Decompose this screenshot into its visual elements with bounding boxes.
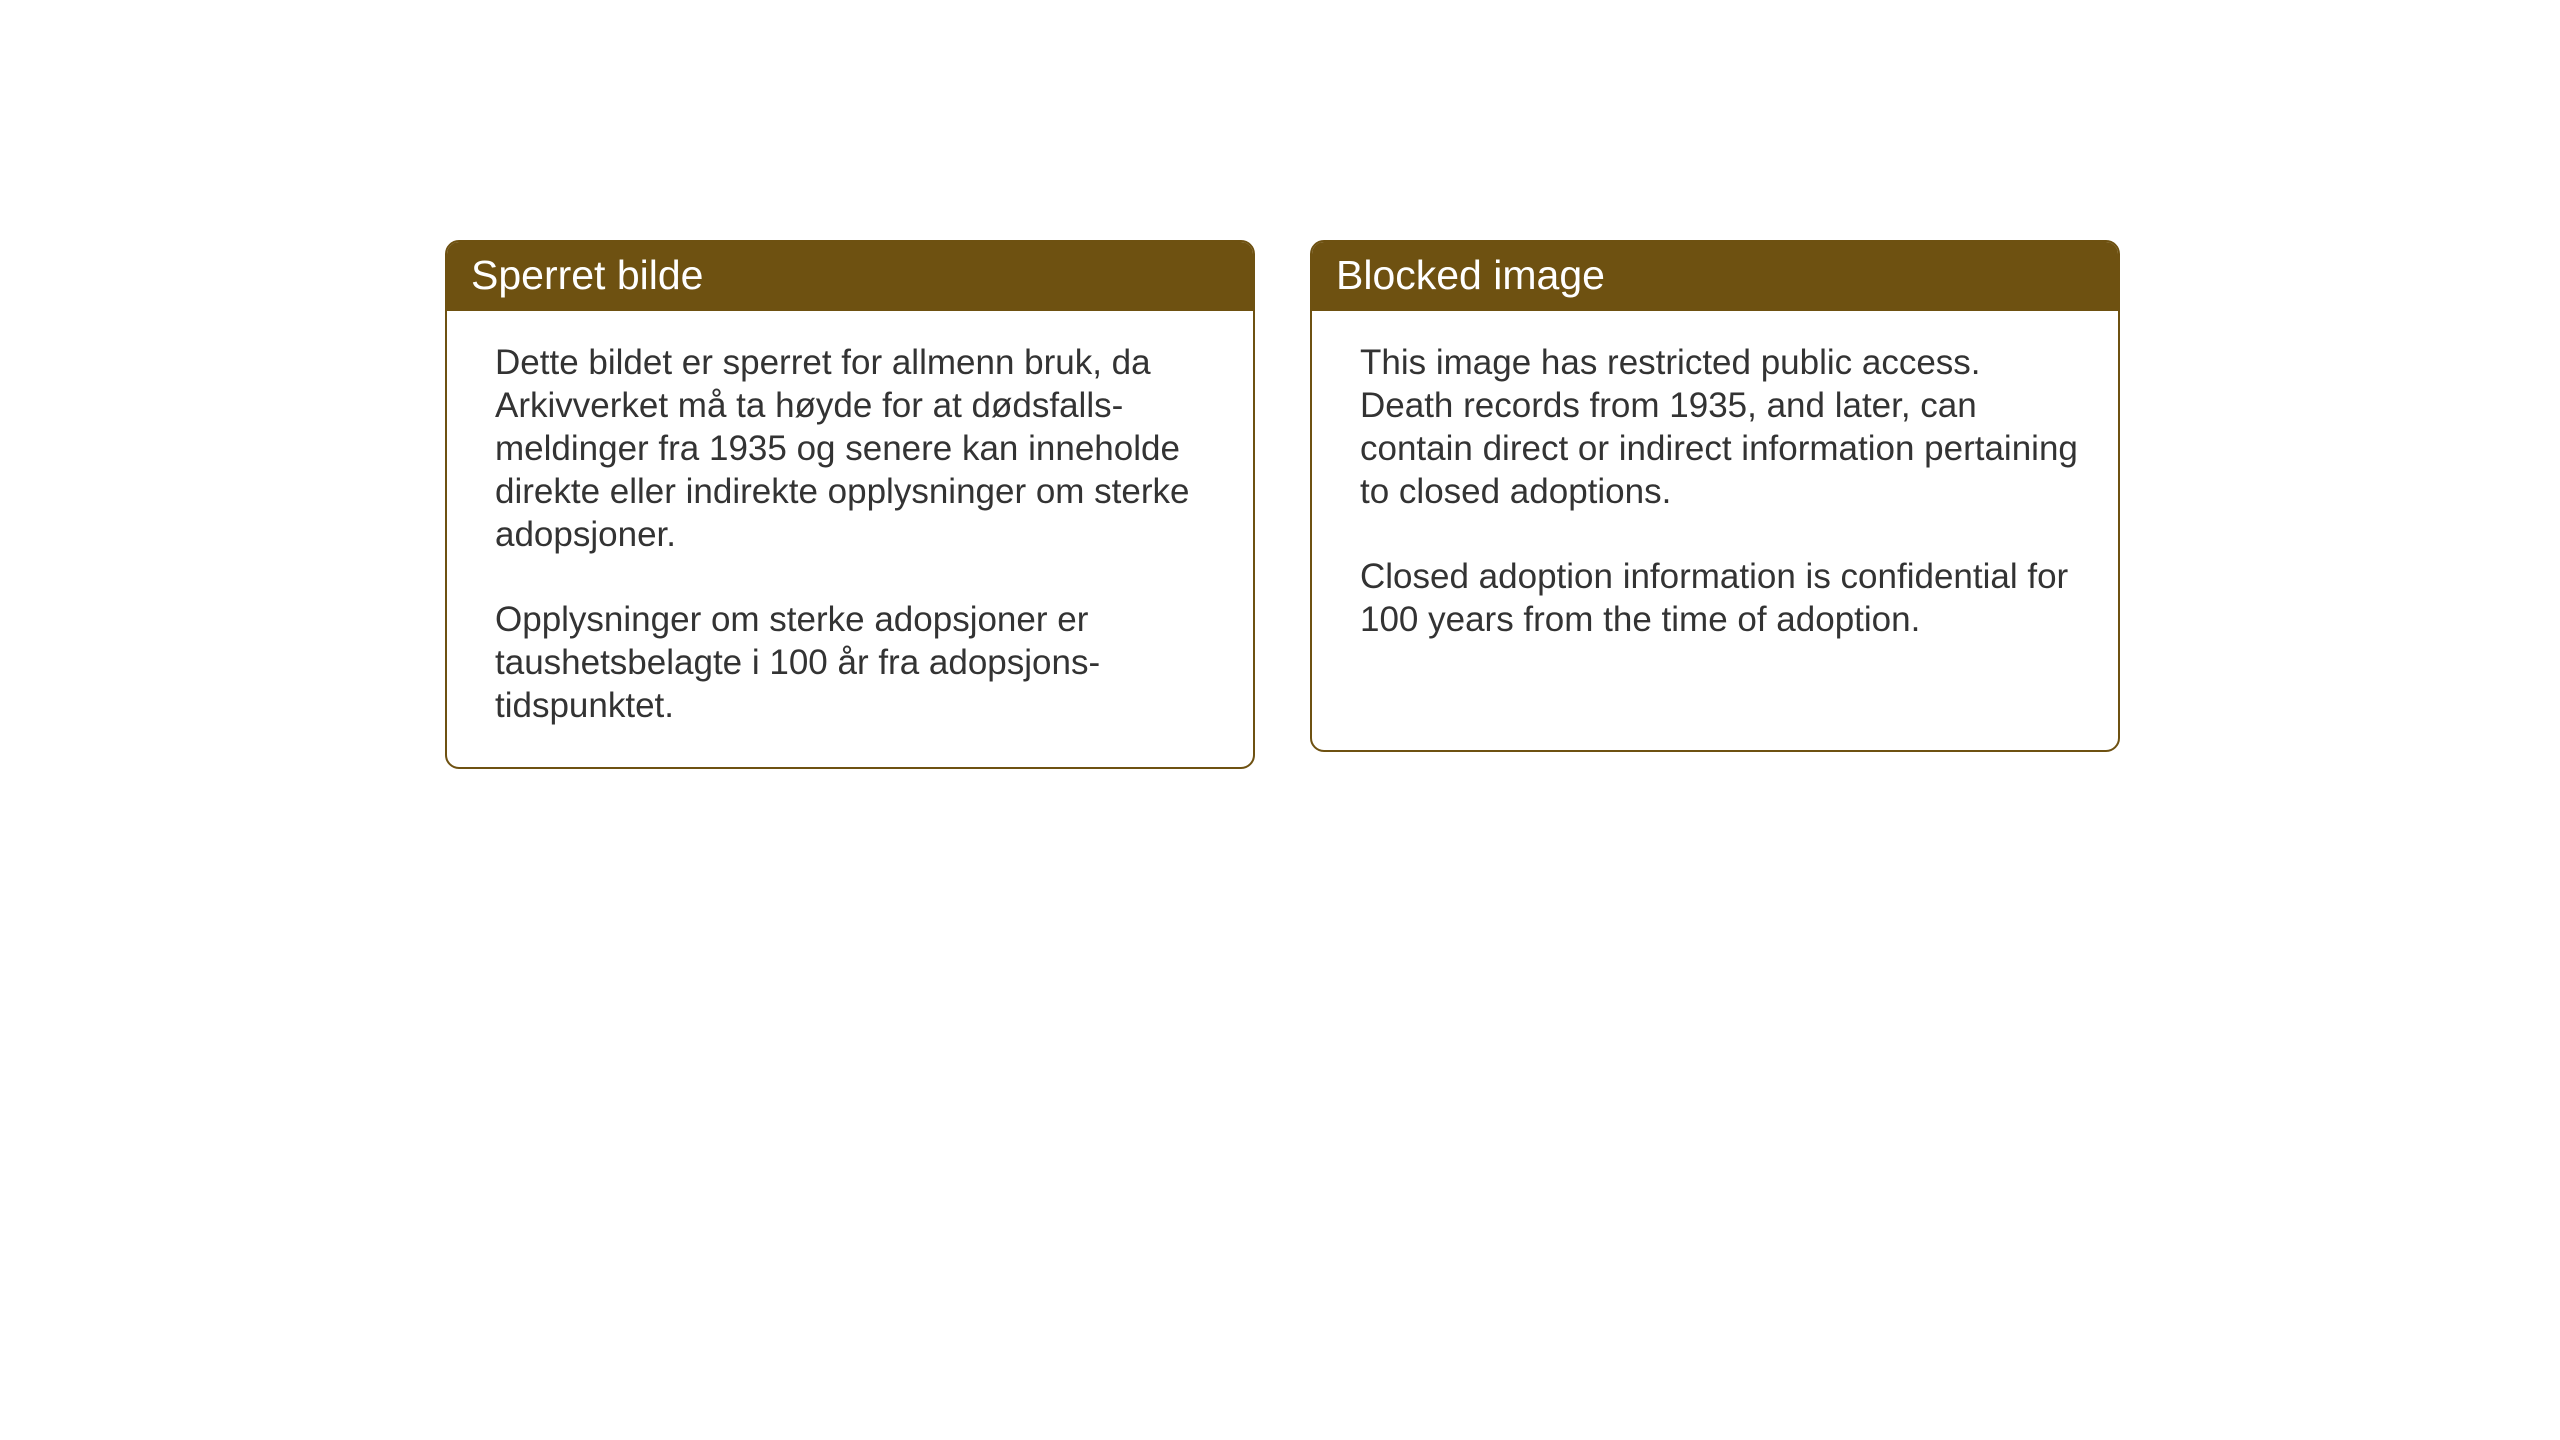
english-card-body: This image has restricted public access.… <box>1312 311 2118 681</box>
english-card-title: Blocked image <box>1312 242 2118 311</box>
cards-container: Sperret bilde Dette bildet er sperret fo… <box>445 240 2120 769</box>
norwegian-card-body: Dette bildet er sperret for allmenn bruk… <box>447 311 1253 767</box>
english-card: Blocked image This image has restricted … <box>1310 240 2120 752</box>
norwegian-paragraph-2: Opplysninger om sterke adopsjoner er tau… <box>495 598 1213 727</box>
english-paragraph-2: Closed adoption information is confident… <box>1360 555 2078 641</box>
english-paragraph-1: This image has restricted public access.… <box>1360 341 2078 513</box>
norwegian-paragraph-1: Dette bildet er sperret for allmenn bruk… <box>495 341 1213 556</box>
norwegian-card-title: Sperret bilde <box>447 242 1253 311</box>
norwegian-card: Sperret bilde Dette bildet er sperret fo… <box>445 240 1255 769</box>
